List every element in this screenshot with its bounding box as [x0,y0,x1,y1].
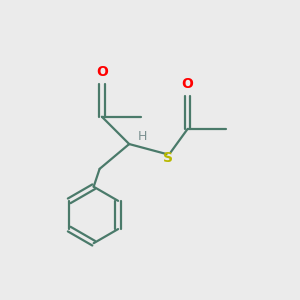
Text: O: O [182,77,194,91]
Text: S: S [163,151,173,165]
Text: H: H [138,130,147,143]
Text: O: O [96,64,108,79]
